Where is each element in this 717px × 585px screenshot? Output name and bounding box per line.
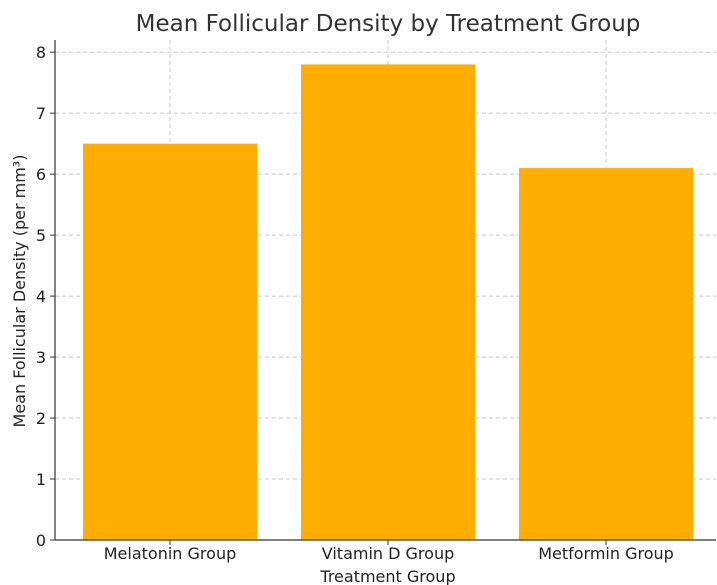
labels-layer: 0 1 2 3 4 5 6 7 8 Melatonin Group Vitamin D Group M… bbox=[36, 43, 674, 563]
bar-melatonin-group bbox=[83, 143, 257, 540]
chart-title: Mean Follicular Density by Treatment Gro… bbox=[136, 11, 641, 37]
axes-layer bbox=[50, 40, 716, 545]
y-tick-label: 0 bbox=[36, 531, 46, 550]
x-tick-label: Vitamin D Group bbox=[322, 544, 455, 563]
bar-metformin-group bbox=[519, 168, 693, 541]
y-tick-label: 3 bbox=[36, 348, 46, 367]
y-tick-label: 6 bbox=[36, 165, 46, 184]
x-tick-label: Metformin Group bbox=[538, 544, 674, 563]
x-axis-label: Treatment Group bbox=[319, 567, 455, 585]
y-tick-label: 2 bbox=[36, 409, 46, 428]
y-tick-label: 7 bbox=[36, 104, 46, 123]
y-axis-label: Mean Follicular Density (per mm³) bbox=[10, 155, 29, 428]
y-tick-label: 8 bbox=[36, 43, 46, 62]
y-tick-label: 5 bbox=[36, 226, 46, 245]
y-tick-label: 4 bbox=[36, 287, 46, 306]
bar-vitamin-d-group bbox=[301, 64, 475, 540]
bars-layer bbox=[83, 64, 693, 541]
x-tick-label: Melatonin Group bbox=[104, 544, 236, 563]
y-tick-label: 1 bbox=[36, 470, 46, 489]
